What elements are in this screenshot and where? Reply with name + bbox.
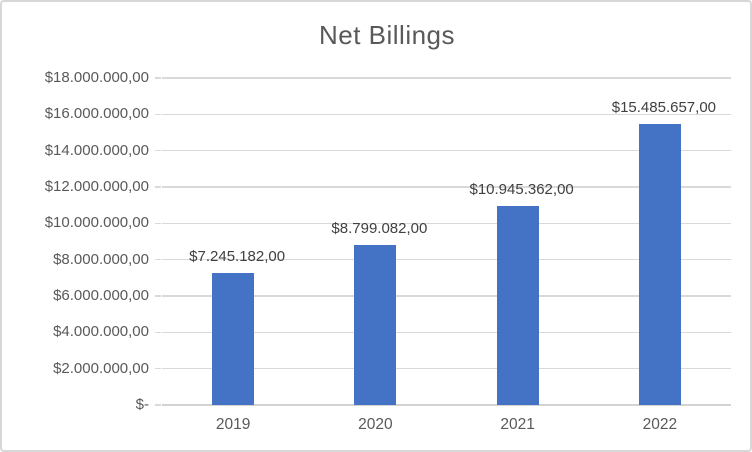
y-tick-mark	[155, 258, 161, 261]
y-tick-label: $6.000.000,00	[53, 287, 149, 304]
x-tick-label: 2022	[642, 416, 678, 433]
y-tick-label: $12.000.000,00	[44, 178, 149, 195]
plot-area: $7.245.182,00 $8.799.082,00 $10.945.362,00…	[162, 77, 731, 406]
gridline	[162, 367, 731, 370]
x-axis-line	[162, 404, 731, 406]
x-tick-label: 2019	[215, 416, 251, 433]
gridline	[162, 222, 731, 225]
y-tick-label: $10.000.000,00	[44, 214, 149, 232]
y-tick-label: $4.000.000,00	[53, 323, 149, 341]
bar-data-label: $8.799.082,00	[331, 220, 428, 238]
y-tick-label: $16.000.000,00	[44, 105, 149, 123]
y-tick-mark	[155, 222, 161, 225]
y-tick-mark	[155, 295, 161, 297]
y-tick-mark	[155, 404, 161, 406]
y-tick-label: $18.000.000,00	[44, 69, 149, 86]
y-tick-label: $-	[135, 396, 149, 413]
gridline	[162, 258, 731, 261]
x-tick-label: 2021	[500, 416, 535, 433]
bar-2022	[638, 123, 681, 405]
y-tick-mark	[155, 186, 161, 188]
gridline	[162, 113, 731, 116]
y-tick-label: $14.000.000,00	[44, 141, 149, 159]
gridline	[162, 77, 731, 79]
gridline	[162, 149, 731, 152]
bar-2020	[354, 245, 397, 405]
bar-2019	[212, 273, 255, 405]
x-tick-label: 2020	[358, 416, 393, 433]
y-tick-mark	[155, 113, 161, 116]
y-tick-mark	[155, 77, 161, 79]
chart-title: Net Billings	[318, 20, 456, 50]
bar-data-label: $10.945.362,00	[469, 181, 574, 199]
y-tick-label: $8.000.000,00	[53, 250, 149, 268]
y-tick-label: $2.000.000,00	[53, 359, 149, 377]
y-tick-mark	[155, 367, 161, 370]
gridline	[162, 295, 731, 297]
gridline	[162, 331, 731, 334]
bar-2021	[496, 206, 539, 405]
gridline	[162, 186, 731, 188]
bar-data-label: $15.485.657,00	[611, 98, 717, 116]
y-tick-mark	[155, 331, 161, 334]
y-tick-mark	[155, 149, 161, 152]
bar-data-label: $7.245.182,00	[189, 248, 286, 266]
